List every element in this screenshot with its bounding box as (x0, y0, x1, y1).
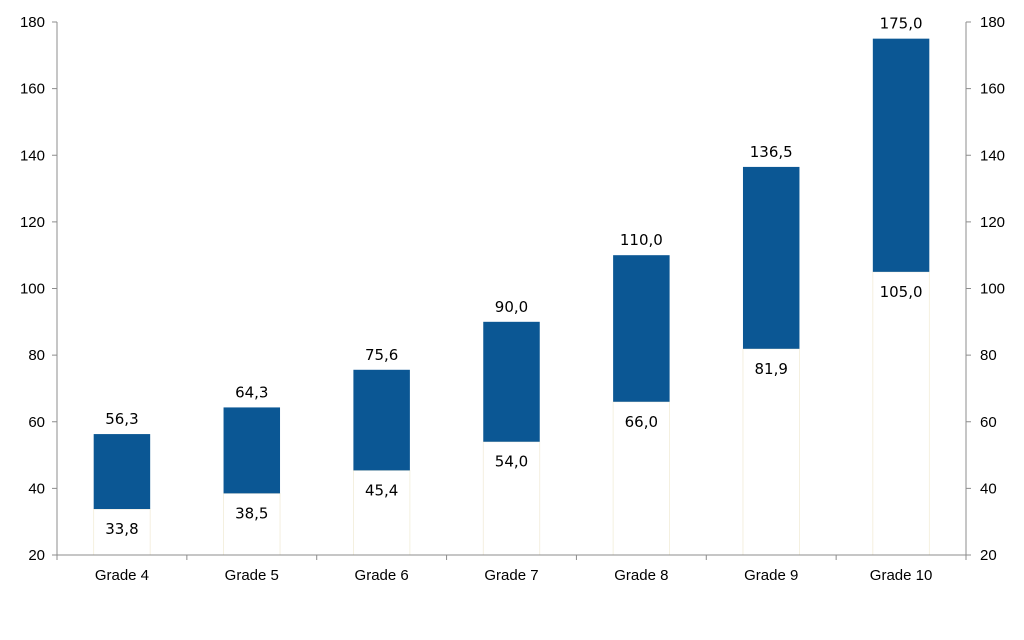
low-value-label: 45,4 (365, 481, 398, 499)
range-bar (223, 407, 281, 494)
y-tick-label-right: 140 (980, 147, 1005, 164)
low-value-label: 54,0 (495, 453, 528, 471)
range-bar (742, 166, 800, 349)
bar-base (223, 492, 281, 556)
y-tick-label-left: 140 (20, 147, 45, 164)
high-value-label: 64,3 (235, 383, 268, 401)
y-tick-label-right: 120 (980, 214, 1005, 231)
y-tick-label-left: 180 (20, 14, 45, 31)
bar-base (872, 271, 930, 556)
y-tick-label-right: 180 (980, 14, 1005, 31)
y-tick-label-left: 100 (20, 281, 45, 298)
category-label: Grade 9 (744, 567, 798, 584)
category-label: Grade 7 (484, 567, 538, 584)
y-tick-label-right: 160 (980, 81, 1005, 98)
axes-group (52, 21, 971, 560)
labels-group: 56,3 33,8 Grade 4 64,3 38,5 Grade 5 75,6 45,4 Gr… (20, 14, 1005, 584)
range-bar (613, 255, 670, 402)
category-label: Grade 8 (614, 567, 668, 584)
y-tick-label-right: 60 (980, 414, 997, 431)
bars-group (93, 38, 930, 510)
low-value-label: 81,9 (755, 360, 788, 378)
category-label: Grade 5 (225, 567, 279, 584)
bar-base (482, 441, 541, 556)
y-tick-label-left: 20 (28, 547, 45, 564)
bar-base (612, 401, 671, 556)
high-value-label: 110,0 (620, 231, 663, 249)
low-value-label: 105,0 (880, 283, 923, 301)
high-value-label: 90,0 (495, 298, 528, 316)
high-value-label: 75,6 (365, 346, 398, 364)
high-value-label: 175,0 (880, 15, 923, 33)
y-tick-label-left: 40 (28, 480, 45, 497)
y-tick-label-right: 20 (980, 547, 997, 564)
category-label: Grade 10 (870, 567, 933, 584)
high-value-label: 56,3 (105, 410, 138, 428)
high-value-label: 136,5 (750, 143, 793, 161)
bar-base (93, 508, 151, 556)
low-value-label: 38,5 (235, 504, 268, 522)
range-bar (353, 369, 410, 471)
bar-base-group (93, 271, 930, 556)
y-tick-label-right: 40 (980, 480, 997, 497)
y-tick-label-right: 80 (980, 347, 997, 364)
low-value-label: 66,0 (625, 413, 658, 431)
y-tick-label-left: 80 (28, 347, 45, 364)
range-bar (483, 321, 540, 442)
category-label: Grade 6 (355, 567, 409, 584)
y-tick-label-left: 160 (20, 81, 45, 98)
bar-base (742, 348, 800, 556)
y-tick-label-left: 60 (28, 414, 45, 431)
low-value-label: 33,8 (105, 520, 138, 538)
range-bar (93, 434, 151, 510)
category-label: Grade 4 (95, 567, 149, 584)
range-bar (872, 38, 930, 272)
y-tick-label-left: 120 (20, 214, 45, 231)
y-tick-label-right: 100 (980, 281, 1005, 298)
